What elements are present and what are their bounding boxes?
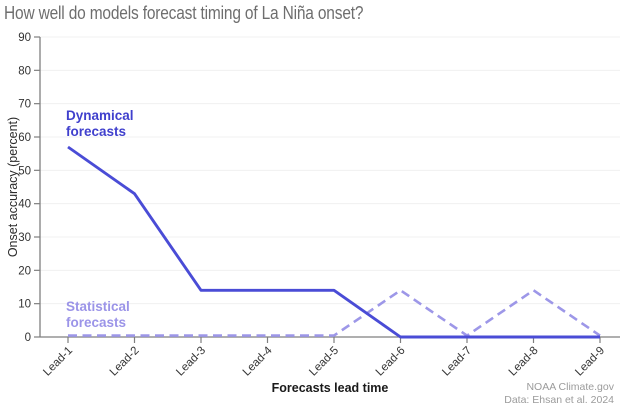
x-tick-label: Lead-4 <box>241 344 275 378</box>
statistical-forecasts-line <box>68 288 601 337</box>
annotation-text: forecasts <box>66 123 127 139</box>
x-tick-label: Lead-8 <box>507 345 541 379</box>
y-tick-label: 50 <box>18 165 31 177</box>
x-tick-label: Lead-2 <box>108 345 142 379</box>
credit-data-source: Data: Ehsan et al. 2024 <box>504 394 614 407</box>
y-tick-label: 80 <box>18 65 31 77</box>
y-tick-label: 30 <box>18 232 31 244</box>
y-axis-label: Onset accuracy (percent) <box>6 116 20 258</box>
x-tick-label: Lead-3 <box>174 345 208 379</box>
x-axis-label: Forecasts lead time <box>271 381 389 395</box>
y-tick-label: 70 <box>18 99 31 111</box>
y-tick-label: 20 <box>18 265 31 277</box>
annotation-text: forecasts <box>66 314 127 330</box>
y-tick-label: 60 <box>18 132 31 144</box>
dynamical-forecasts-line <box>67 145 600 339</box>
x-tick-label: Lead-9 <box>573 345 607 379</box>
statistical-forecasts-annotation: Statistical forecasts <box>66 299 130 330</box>
x-tick-label: Lead-5 <box>307 345 341 379</box>
dynamical-forecasts-annotation: Dynamical forecasts <box>66 108 134 139</box>
chart-title: How well do models forecast timing of La… <box>4 3 364 23</box>
x-tick-label: Lead-6 <box>374 345 408 379</box>
credits: NOAA Climate.gov Data: Ehsan et al. 2024 <box>504 381 614 407</box>
y-tick-label: 90 <box>18 32 31 44</box>
x-tick-label: Lead-7 <box>440 345 474 379</box>
x-tick-label: Lead-1 <box>41 345 75 379</box>
y-tick-label: 40 <box>18 199 31 211</box>
y-tick-label: 10 <box>18 299 31 311</box>
annotation-text: Statistical <box>66 299 130 314</box>
credit-noaa: NOAA Climate.gov <box>526 381 614 393</box>
annotation-text: Dynamical <box>66 108 134 123</box>
y-tick-label: 0 <box>25 332 31 344</box>
